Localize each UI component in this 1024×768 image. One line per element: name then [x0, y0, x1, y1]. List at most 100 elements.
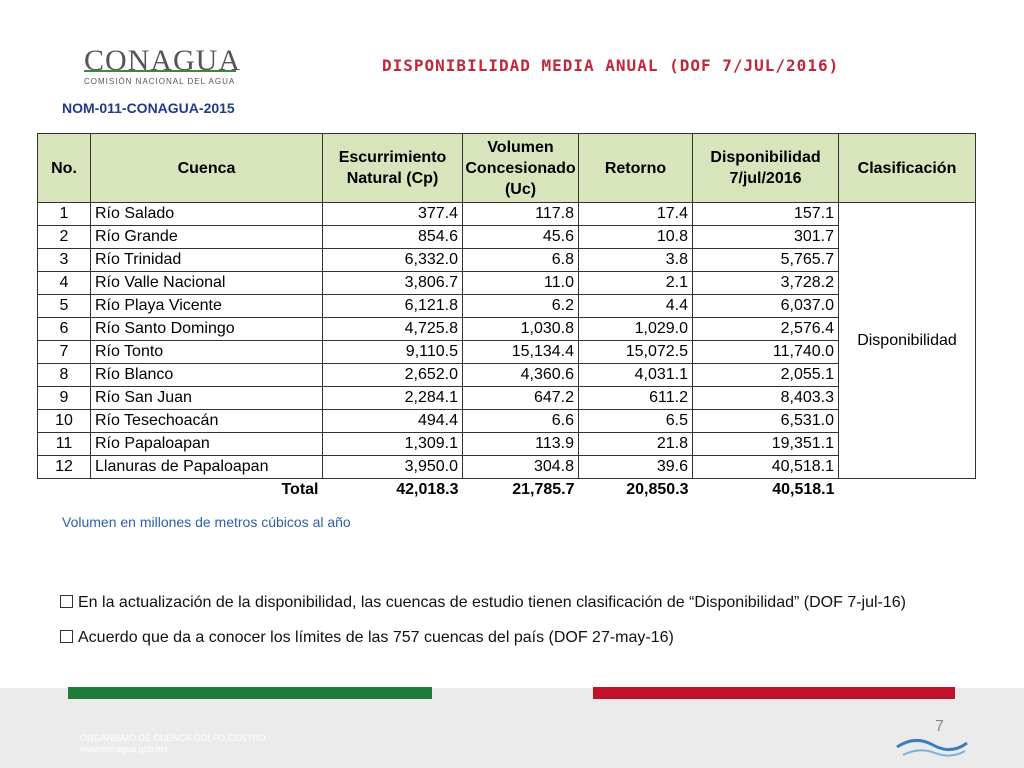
table-row: 3 Río Trinidad 6,332.0 6.8 3.8 5,765.7: [37, 248, 976, 272]
table-cell: 647.2: [462, 386, 579, 410]
table-cell: Río Santo Domingo: [90, 317, 323, 341]
subtitle: NOM-011-CONAGUA-2015: [62, 100, 235, 116]
table-cell: 21.8: [578, 432, 693, 456]
note: Volumen en millones de metros cúbicos al…: [62, 514, 351, 530]
table-cell: 3.8: [578, 248, 693, 272]
wave-icon: [896, 739, 968, 757]
table-cell: 19,351.1: [692, 432, 839, 456]
data-table: No. Cuenca Escurrimiento Natural (Cp) Volum…: [37, 133, 976, 501]
table-cell: Río Playa Vicente: [90, 294, 323, 318]
table-cell: Río San Juan: [90, 386, 323, 410]
table-cell: 11,740.0: [692, 340, 839, 364]
table-cell: 3,806.7: [322, 271, 463, 295]
footer-org: ORGANISMO DE CUENCA GOLFO CENTRO: [80, 733, 266, 743]
table-row: 4 Río Valle Nacional 3,806.7 11.0 2.1 3,728.2: [37, 271, 976, 295]
table-cell: 6,121.8: [322, 294, 463, 318]
spacer: [38, 479, 91, 502]
logo-rule: [84, 70, 236, 72]
column-header: Cuenca: [90, 133, 323, 203]
table-cell: 10: [37, 409, 91, 433]
footer-band: [0, 688, 1024, 768]
table-cell: 2,055.1: [692, 363, 839, 387]
column-header: Retorno: [578, 133, 693, 203]
table-cell: Río Tonto: [90, 340, 323, 364]
table-cell: 4.4: [578, 294, 693, 318]
table-cell: 6.5: [578, 409, 693, 433]
table-cell: 301.7: [692, 225, 839, 249]
table-cell: 2.1: [578, 271, 693, 295]
table-cell: 8,403.3: [692, 386, 839, 410]
total-cell: 21,785.7: [512, 481, 575, 498]
table-cell: Llanuras de Papaloapan: [90, 455, 323, 479]
table-row: 2 Río Grande 854.6 45.6 10.8 301.7: [37, 225, 976, 249]
table-cell: 2,652.0: [322, 363, 463, 387]
table-cell: 854.6: [322, 225, 463, 249]
table-cell: Río Grande: [90, 225, 323, 249]
table-cell: 15,072.5: [578, 340, 693, 364]
column-header: Escurrimiento Natural (Cp): [322, 133, 463, 203]
table-cell: 45.6: [462, 225, 579, 249]
table-cell: Río Salado: [90, 202, 323, 226]
table-row: 1 Río Salado 377.4 117.8 17.4 157.1 Disponibil…: [37, 202, 976, 479]
table-cell: 15,134.4: [462, 340, 579, 364]
total-label: Total: [281, 481, 319, 498]
table-cell: 6.6: [462, 409, 579, 433]
table-cell: 7: [37, 340, 91, 364]
table-cell: 2: [37, 225, 91, 249]
table-cell: 11.0: [462, 271, 579, 295]
table-cell: 1,029.0: [578, 317, 693, 341]
page-number: 7: [935, 718, 944, 735]
table-cell: 3,950.0: [322, 455, 463, 479]
column-header: Volumen Concesionado (Uc): [462, 133, 579, 203]
table-cell: 157.1: [692, 202, 839, 226]
green-bar: [68, 687, 432, 699]
table-cell: 39.6: [578, 455, 693, 479]
total-cell: 20,850.3: [626, 481, 689, 498]
table-cell: 4: [37, 271, 91, 295]
table-cell: 11: [37, 432, 91, 456]
logo: CONAGUA: [84, 44, 241, 77]
table-row: 12 Llanuras de Papaloapan 3,950.0 304.8 39.6…: [37, 455, 976, 479]
table-cell: 2,284.1: [322, 386, 463, 410]
total-cell: 40,518.1: [772, 481, 835, 498]
red-bar: [593, 687, 955, 699]
header-row: No. Cuenca Escurrimiento Natural (Cp) Volum…: [37, 133, 976, 203]
table-cell: 9,110.5: [322, 340, 463, 364]
table-cell: 17.4: [578, 202, 693, 226]
table-cell: 611.2: [578, 386, 693, 410]
table-row: 8 Río Blanco 2,652.0 4,360.6 4,031.1 2,055.1: [37, 363, 976, 387]
total-cell: 42,018.3: [396, 481, 459, 498]
table-cell: 10.8: [578, 225, 693, 249]
table-cell: Río Valle Nacional: [90, 271, 323, 295]
column-header: Disponibilidad 7/jul/2016: [692, 133, 839, 203]
table-cell: 304.8: [462, 455, 579, 479]
table-cell: 113.9: [462, 432, 579, 456]
table-row: 6 Río Santo Domingo 4,725.8 1,030.8 1,029.0 2…: [37, 317, 976, 341]
table-cell: 9: [37, 386, 91, 410]
table-cell: Río Trinidad: [90, 248, 323, 272]
table-cell: 3: [37, 248, 91, 272]
bullet: Acuerdo que da a conocer los límites de …: [60, 629, 674, 647]
table-cell: 6.8: [462, 248, 579, 272]
table-row: 9 Río San Juan 2,284.1 647.2 611.2 8,403.3: [37, 386, 976, 410]
table-cell: 1,030.8: [462, 317, 579, 341]
table-cell: 4,360.6: [462, 363, 579, 387]
table-cell: 12: [37, 455, 91, 479]
table-cell: 8: [37, 363, 91, 387]
table-cell: 6.2: [462, 294, 579, 318]
footer-url: www.conagua.gob.mx: [80, 744, 169, 754]
table-cell: 6,531.0: [692, 409, 839, 433]
table-cell: 117.8: [462, 202, 579, 226]
table-row: 11 Río Papaloapan 1,309.1 113.9 21.8 19,351.1: [37, 432, 976, 456]
table-row: 7 Río Tonto 9,110.5 15,134.4 15,072.5 11,740.…: [37, 340, 976, 364]
table-cell: 5: [37, 294, 91, 318]
table-cell: 3,728.2: [692, 271, 839, 295]
table-row: 5 Río Playa Vicente 6,121.8 6.2 4.4 6,037.0: [37, 294, 976, 318]
total-row: Total 42,018.3 21,785.7 20,850.3 40,518.1: [38, 479, 976, 502]
bullet: En la actualización de la disponibilidad…: [60, 594, 906, 612]
table-cell: 1: [37, 202, 91, 226]
column-header: No.: [37, 133, 91, 203]
table-cell: 6,332.0: [322, 248, 463, 272]
table-cell: 2,576.4: [692, 317, 839, 341]
